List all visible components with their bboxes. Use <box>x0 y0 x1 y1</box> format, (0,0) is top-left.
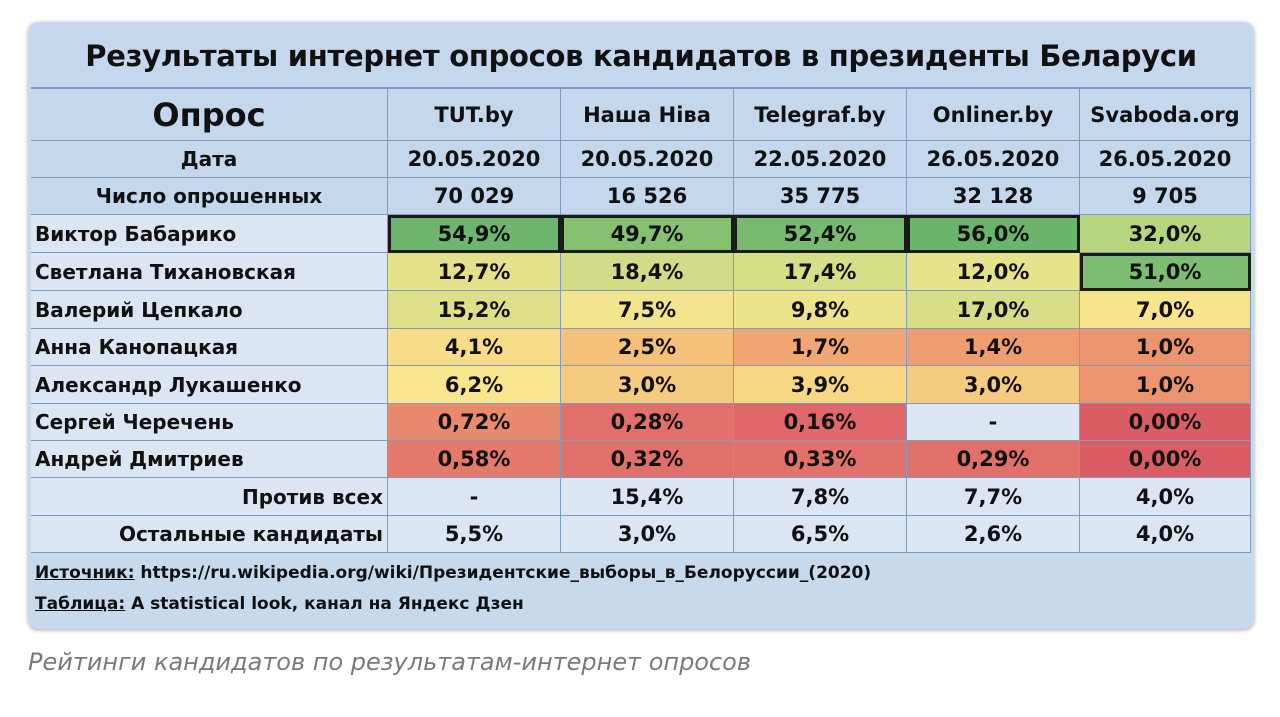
candidate-value: 9,8% <box>734 291 907 329</box>
candidate-value: 0,29% <box>907 441 1080 478</box>
poll-respondents: 9 705 <box>1080 178 1251 215</box>
candidate-value: 7,0% <box>1080 291 1251 329</box>
table-title: Результаты интернет опросов кандидатов в… <box>31 25 1251 89</box>
source-url: https://ru.wikipedia.org/wiki/Президентс… <box>134 563 872 583</box>
candidate-value: 4,1% <box>388 329 561 366</box>
date-header-label: Дата <box>31 141 388 178</box>
candidate-value: 18,4% <box>561 253 734 291</box>
candidate-value: 54,9% <box>388 215 561 253</box>
extra-row-value: 6,5% <box>734 516 907 553</box>
extra-row-value: 2,6% <box>907 516 1080 553</box>
extra-row-value: 3,0% <box>561 516 734 553</box>
image-caption: Рейтинги кандидатов по результатам-интер… <box>28 648 752 676</box>
candidate-value: 12,0% <box>907 253 1080 291</box>
candidate-name: Виктор Бабарико <box>31 215 388 253</box>
poll-respondents: 32 128 <box>907 178 1080 215</box>
extra-row-value: 15,4% <box>561 478 734 516</box>
candidate-name: Анна Канопацкая <box>31 329 388 366</box>
candidate-value: 0,16% <box>734 404 907 441</box>
extra-row-value: 7,8% <box>734 478 907 516</box>
extra-row-value: 5,5% <box>388 516 561 553</box>
extra-row-label: Против всех <box>31 478 388 516</box>
table-credit-line: Таблица: A statistical look, канал на Ян… <box>35 594 524 614</box>
candidate-name: Андрей Дмитриев <box>31 441 388 478</box>
poll-date: 26.05.2020 <box>907 141 1080 178</box>
poll-name: TUT.by <box>388 89 561 141</box>
candidate-value: 1,0% <box>1080 329 1251 366</box>
candidate-value: 0,72% <box>388 404 561 441</box>
extra-row-value: 4,0% <box>1080 478 1251 516</box>
candidate-value: 0,33% <box>734 441 907 478</box>
candidate-value: 51,0% <box>1080 253 1251 291</box>
candidate-value: 15,2% <box>388 291 561 329</box>
candidate-value: 0,32% <box>561 441 734 478</box>
poll-respondents: 70 029 <box>388 178 561 215</box>
candidate-value: 49,7% <box>561 215 734 253</box>
candidate-value: - <box>907 404 1080 441</box>
candidate-value: 1,7% <box>734 329 907 366</box>
candidate-name: Светлана Тихановская <box>31 253 388 291</box>
candidate-value: 12,7% <box>388 253 561 291</box>
candidate-value: 3,0% <box>561 366 734 404</box>
candidate-value: 7,5% <box>561 291 734 329</box>
candidate-value: 0,00% <box>1080 441 1251 478</box>
candidate-name: Александр Лукашенко <box>31 366 388 404</box>
candidate-value: 52,4% <box>734 215 907 253</box>
poll-name: Onliner.by <box>907 89 1080 141</box>
extra-row-value: - <box>388 478 561 516</box>
candidate-value: 0,00% <box>1080 404 1251 441</box>
respondents-header-label: Число опрошенных <box>31 178 388 215</box>
poll-name: Наша Ніва <box>561 89 734 141</box>
candidate-value: 3,0% <box>907 366 1080 404</box>
table-footer: Источник: https://ru.wikipedia.org/wiki/… <box>31 560 1251 626</box>
candidate-value: 0,28% <box>561 404 734 441</box>
source-label: Источник: <box>35 563 135 583</box>
table-credit-label: Таблица: <box>35 594 126 614</box>
source-line: Источник: https://ru.wikipedia.org/wiki/… <box>35 563 871 583</box>
extra-row-label: Остальные кандидаты <box>31 516 388 553</box>
candidate-value: 0,58% <box>388 441 561 478</box>
candidate-value: 2,5% <box>561 329 734 366</box>
poll-date: 20.05.2020 <box>388 141 561 178</box>
candidate-value: 32,0% <box>1080 215 1251 253</box>
candidate-value: 1,0% <box>1080 366 1251 404</box>
poll-date: 20.05.2020 <box>561 141 734 178</box>
candidate-value: 17,4% <box>734 253 907 291</box>
candidate-value: 3,9% <box>734 366 907 404</box>
poll-header-label: Опрос <box>31 89 388 141</box>
candidate-name: Сергей Черечень <box>31 404 388 441</box>
candidate-name: Валерий Цепкало <box>31 291 388 329</box>
poll-respondents: 35 775 <box>734 178 907 215</box>
poll-name: Svaboda.org <box>1080 89 1251 141</box>
poll-name: Telegraf.by <box>734 89 907 141</box>
table-credit-value: A statistical look, канал на Яндекс Дзен <box>125 594 524 614</box>
candidate-value: 56,0% <box>907 215 1080 253</box>
poll-respondents: 16 526 <box>561 178 734 215</box>
candidate-value: 17,0% <box>907 291 1080 329</box>
poll-date: 26.05.2020 <box>1080 141 1251 178</box>
candidate-value: 6,2% <box>388 366 561 404</box>
poll-table: Результаты интернет опросов кандидатов в… <box>28 22 1254 629</box>
extra-row-value: 7,7% <box>907 478 1080 516</box>
candidate-value: 1,4% <box>907 329 1080 366</box>
poll-date: 22.05.2020 <box>734 141 907 178</box>
extra-row-value: 4,0% <box>1080 516 1251 553</box>
